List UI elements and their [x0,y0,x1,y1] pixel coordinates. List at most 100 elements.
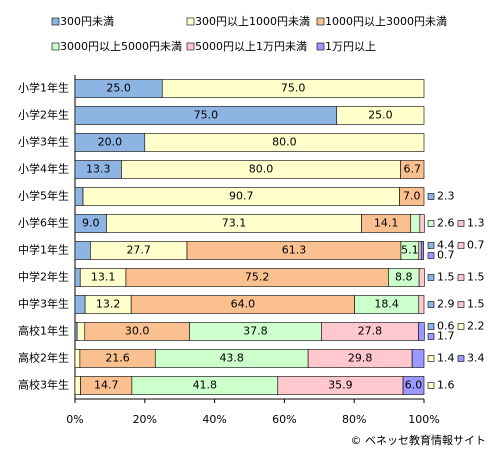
data-label-swatch [427,355,435,362]
y-tick-label: 高校1年生 [18,324,69,338]
data-label: 75.0 [281,82,306,95]
legend-swatch [186,42,195,51]
data-label: 80.0 [249,163,274,176]
legend-label: 1万円以上 [325,40,376,53]
data-label: 1.4 [437,352,455,365]
bar-segment [400,160,425,179]
y-tick-label: 小学4年生 [18,162,69,176]
data-label: 7.0 [403,190,421,203]
data-label: 1.5 [467,298,485,311]
bar-segment [336,106,425,125]
legend-swatch [316,42,325,51]
y-tick-label: 中学1年生 [18,243,69,257]
legend-label: 300円以上1000円未満 [195,15,310,28]
bar-segment [74,241,91,260]
bar-segment [74,187,84,206]
data-label: 75.2 [245,271,270,284]
legend-swatch [316,17,325,26]
data-label: 1.5 [437,271,455,284]
data-label: 1.6 [437,379,455,392]
data-label: 2.2 [467,320,485,333]
data-label-swatch [427,193,435,200]
x-tick-label: 60% [272,413,296,426]
data-label: 13.3 [86,163,111,176]
data-label: 90.7 [229,190,254,203]
legend-swatch [51,17,60,26]
bar-segment [418,295,425,314]
data-label: 6.7 [404,163,422,176]
data-label: 14.1 [374,217,399,230]
data-label-swatch [427,382,435,389]
data-label: 27.8 [358,325,383,338]
bar-segment [74,268,81,287]
data-label: 25.0 [368,109,393,122]
data-label-swatch [427,323,435,330]
data-label: 0.6 [437,320,455,333]
x-tick-label: 80% [342,413,366,426]
data-label: 14.7 [94,379,119,392]
data-label-swatch [427,333,435,340]
bar-segment [76,322,86,341]
data-label: 13.1 [91,271,116,284]
y-tick-label: 中学3年生 [18,297,69,311]
legend-label: 5000円以上1万円未満 [195,40,307,53]
data-label: 27.7 [126,244,151,257]
y-tick-label: 高校2年生 [18,351,69,365]
data-label: 29.8 [348,352,373,365]
data-label-swatch [457,355,465,362]
y-tick-label: 小学3年生 [18,135,69,149]
legend-swatch [51,42,60,51]
data-label: 2.9 [437,298,455,311]
data-label: 2.3 [437,190,455,203]
data-label: 0.7 [467,239,485,252]
data-label-swatch [427,301,435,308]
data-label-swatch [457,274,465,281]
data-label: 43.8 [219,352,244,365]
bar-segment [399,187,425,206]
bar-segment [74,376,81,395]
data-label: 9.0 [82,217,100,230]
data-label-swatch [427,252,435,259]
data-label: 18.4 [374,298,399,311]
bar-segment [74,322,78,341]
data-label: 1.5 [467,271,485,284]
bar-segment [144,133,425,152]
data-label-swatch [427,274,435,281]
data-label: 61.3 [282,244,307,257]
x-tick-label: 40% [202,413,226,426]
data-label: 2.6 [437,217,455,230]
data-label: 64.0 [231,298,256,311]
x-tick-label: 0% [66,413,83,426]
bar-segment [410,214,421,233]
data-label: 0.7 [437,249,455,262]
x-tick-label: 100% [408,413,439,426]
bar-segment [161,79,425,98]
data-label-swatch [427,220,435,227]
y-tick-label: 小学5年生 [18,189,69,203]
bar-segment [418,322,425,341]
data-label-swatch [427,242,435,249]
data-label-swatch [457,301,465,308]
data-label: 21.6 [105,352,130,365]
bar-segment [74,295,86,314]
bar-segment [402,376,425,395]
y-tick-label: 中学2年生 [18,270,69,284]
data-label: 20.0 [98,136,123,149]
data-label: 37.8 [243,325,268,338]
y-tick-label: 小学6年生 [18,216,69,230]
data-label: 41.8 [193,379,218,392]
bar-segment [411,349,425,368]
data-label: 75.0 [194,109,219,122]
data-label: 5.1 [401,244,419,257]
source: © ベネッセ教育情報サイト [351,433,487,447]
bar-segment [419,214,425,233]
data-label: 8.8 [395,271,413,284]
legend-label: 1000円以上3000円未満 [325,15,447,28]
data-label: 80.0 [272,136,297,149]
bar-segment [418,241,422,260]
data-label: 35.9 [328,379,353,392]
y-tick-label: 小学2年生 [18,108,69,122]
data-label-swatch [457,220,465,227]
x-tick-label: 20% [133,413,157,426]
